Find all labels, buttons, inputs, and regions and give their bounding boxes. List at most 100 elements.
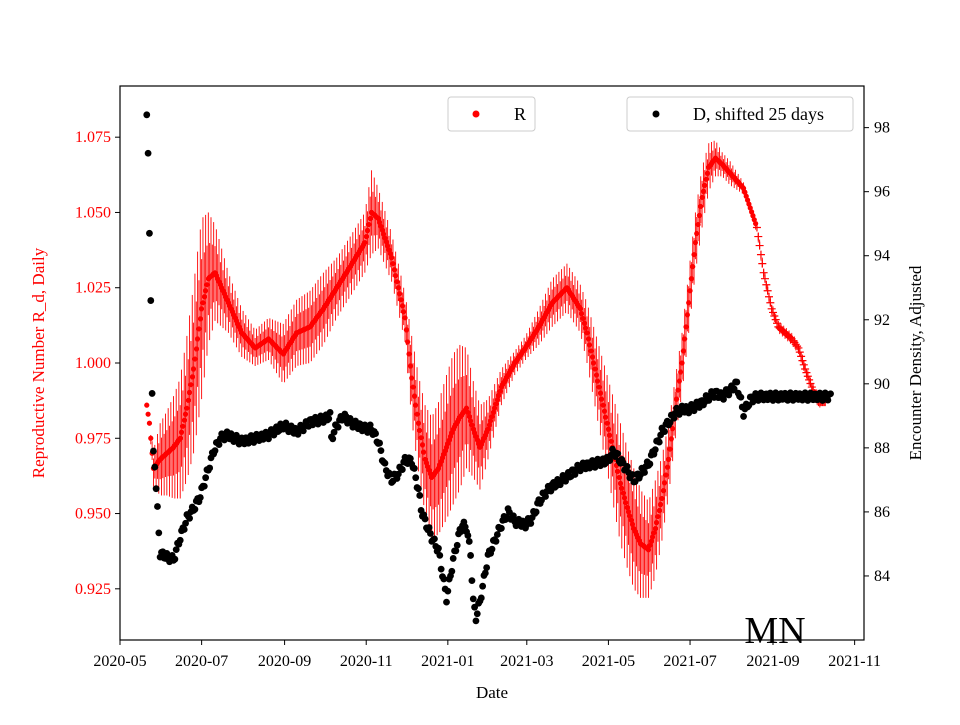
d-point xyxy=(527,520,535,527)
r-point xyxy=(394,279,400,285)
d-point xyxy=(206,464,214,472)
r-point xyxy=(799,360,808,369)
r-point xyxy=(756,250,765,259)
r-point xyxy=(686,300,692,306)
d-point xyxy=(154,503,161,510)
d-point xyxy=(614,450,622,458)
r-point xyxy=(146,420,153,426)
legend-r-label: R xyxy=(514,104,526,124)
d-point xyxy=(215,441,223,448)
r-point xyxy=(366,221,372,228)
left-y-tick-label: 0.925 xyxy=(75,581,111,598)
r-point xyxy=(593,372,599,378)
r-point xyxy=(679,360,685,366)
r-point xyxy=(690,264,696,270)
d-point xyxy=(152,485,160,493)
r-point xyxy=(678,369,684,375)
r-point xyxy=(579,311,585,317)
r-point xyxy=(185,397,191,403)
r-point xyxy=(655,513,661,520)
d-point xyxy=(661,428,669,435)
r-point xyxy=(589,354,595,360)
r-point xyxy=(192,356,198,362)
d-point xyxy=(452,547,460,555)
d-point xyxy=(457,528,465,535)
d-point xyxy=(670,414,678,422)
x-tick-label: 2021-07 xyxy=(663,653,716,670)
r-point xyxy=(395,285,401,291)
d-point xyxy=(150,447,157,455)
d-point xyxy=(740,413,747,420)
d-point xyxy=(191,505,199,513)
r-point xyxy=(581,320,587,326)
r-point xyxy=(762,280,771,289)
r-point xyxy=(587,342,593,348)
r-point xyxy=(390,261,396,267)
d-point xyxy=(151,463,159,471)
d-point xyxy=(481,569,489,577)
r-point xyxy=(397,291,403,297)
r-point xyxy=(588,348,594,354)
d-point xyxy=(202,474,210,482)
d-point xyxy=(465,538,473,545)
r-point xyxy=(805,375,814,384)
r-point xyxy=(798,356,807,365)
d-point xyxy=(453,541,461,549)
r-point xyxy=(592,366,598,372)
d-point xyxy=(542,493,549,500)
r-point xyxy=(676,378,682,384)
r-point xyxy=(770,312,779,321)
d-point xyxy=(666,419,674,427)
r-point xyxy=(687,288,693,294)
d-point xyxy=(143,111,151,119)
r-point xyxy=(758,259,767,268)
r-point xyxy=(662,480,668,486)
r-point xyxy=(406,351,412,357)
left-y-tick-label: 1.000 xyxy=(75,355,111,372)
x-axis: 2020-05 2020-07 2020-09 2020-11 2021-01 2021-… xyxy=(93,640,881,670)
legend-d: D, shifted 25 days xyxy=(626,96,854,132)
r-point xyxy=(700,188,707,194)
r-point xyxy=(196,326,202,332)
r-point xyxy=(702,182,708,188)
r-point xyxy=(203,288,209,294)
r-point xyxy=(407,363,413,369)
right-y-axis-label: Encounter Density, Adjusted xyxy=(906,265,925,460)
r-point xyxy=(619,485,625,491)
r-point xyxy=(399,303,405,309)
r-point xyxy=(603,414,609,420)
d-point xyxy=(410,465,418,472)
r-point xyxy=(660,488,666,494)
d-point xyxy=(733,378,741,386)
d-point xyxy=(186,514,193,522)
r-point xyxy=(580,315,586,322)
d-point xyxy=(440,575,448,583)
right-y-tick-label: 96 xyxy=(874,184,890,201)
d-point xyxy=(144,149,152,157)
d-point xyxy=(469,595,477,603)
d-point xyxy=(398,466,406,473)
r-point xyxy=(621,495,628,501)
right-y-axis: 84 86 88 90 92 94 96 98 xyxy=(864,120,890,585)
d-point xyxy=(436,551,444,559)
d-point xyxy=(427,530,434,537)
d-point xyxy=(488,545,496,553)
d-point xyxy=(196,494,204,501)
d-point xyxy=(437,565,445,573)
r-point xyxy=(688,276,694,282)
r-point xyxy=(601,408,608,414)
r-point xyxy=(145,411,151,417)
r-point xyxy=(667,446,673,452)
r-point xyxy=(754,232,763,241)
r-point xyxy=(362,239,368,246)
d-point xyxy=(435,544,442,552)
r-point xyxy=(692,239,698,246)
r-point xyxy=(691,252,697,258)
d-point xyxy=(468,577,476,585)
r-point xyxy=(393,273,399,279)
d-point xyxy=(510,512,517,520)
right-y-tick-label: 88 xyxy=(874,440,890,457)
d-point xyxy=(472,617,480,625)
d-point xyxy=(148,390,156,397)
